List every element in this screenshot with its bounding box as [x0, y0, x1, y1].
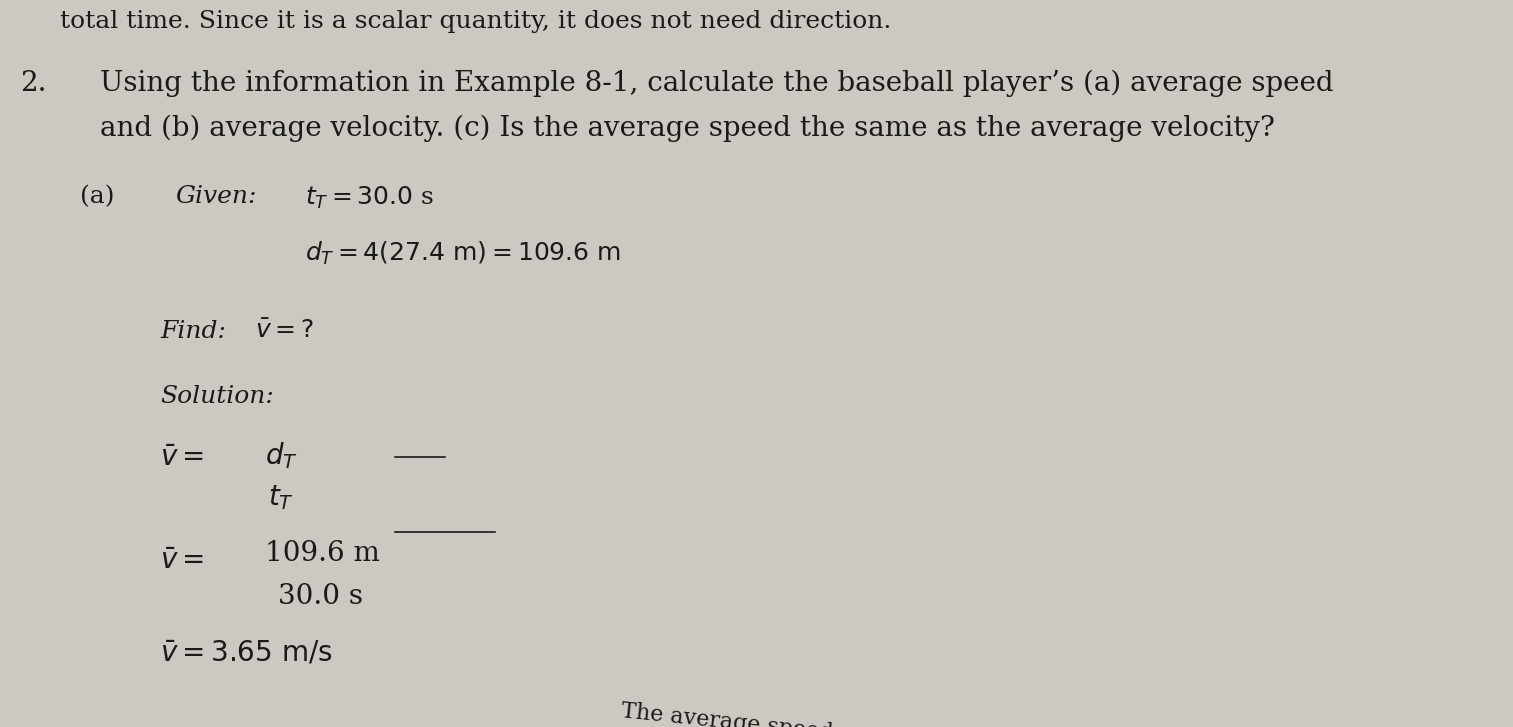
Text: $t_T$: $t_T$ [268, 483, 294, 512]
Text: 30.0 s: 30.0 s [278, 583, 363, 610]
Text: The average speed can be computed using the total distance of the: The average speed can be computed using … [620, 700, 1377, 727]
Text: Find:: Find: [160, 320, 225, 343]
Text: 109.6 m: 109.6 m [265, 540, 380, 567]
Text: $t_T = 30.0$ s: $t_T = 30.0$ s [306, 185, 434, 212]
Text: $\bar{v} = ?$: $\bar{v} = ?$ [256, 320, 315, 343]
Text: $d_T = 4(27.4\ \mathrm{m}) = 109.6\ \mathrm{m}$: $d_T = 4(27.4\ \mathrm{m}) = 109.6\ \mat… [306, 240, 622, 268]
Text: Solution:: Solution: [160, 385, 274, 408]
Text: $\bar{v} =$: $\bar{v} =$ [160, 548, 204, 575]
Text: Given:: Given: [176, 185, 256, 208]
Text: and (b) average velocity. (c) Is the average speed the same as the average veloc: and (b) average velocity. (c) Is the ave… [100, 115, 1275, 142]
Text: (a): (a) [80, 185, 115, 208]
Text: 2.: 2. [20, 70, 47, 97]
Text: $d_T$: $d_T$ [265, 440, 298, 471]
Text: $\bar{v} =$: $\bar{v} =$ [160, 445, 204, 472]
Text: total time. Since it is a scalar quantity, it does not need direction.: total time. Since it is a scalar quantit… [61, 10, 891, 33]
Text: $\bar{v} = 3.65\ \mathrm{m/s}$: $\bar{v} = 3.65\ \mathrm{m/s}$ [160, 640, 333, 667]
Text: Using the information in Example 8-1, calculate the baseball player’s (a) averag: Using the information in Example 8-1, ca… [100, 70, 1333, 97]
